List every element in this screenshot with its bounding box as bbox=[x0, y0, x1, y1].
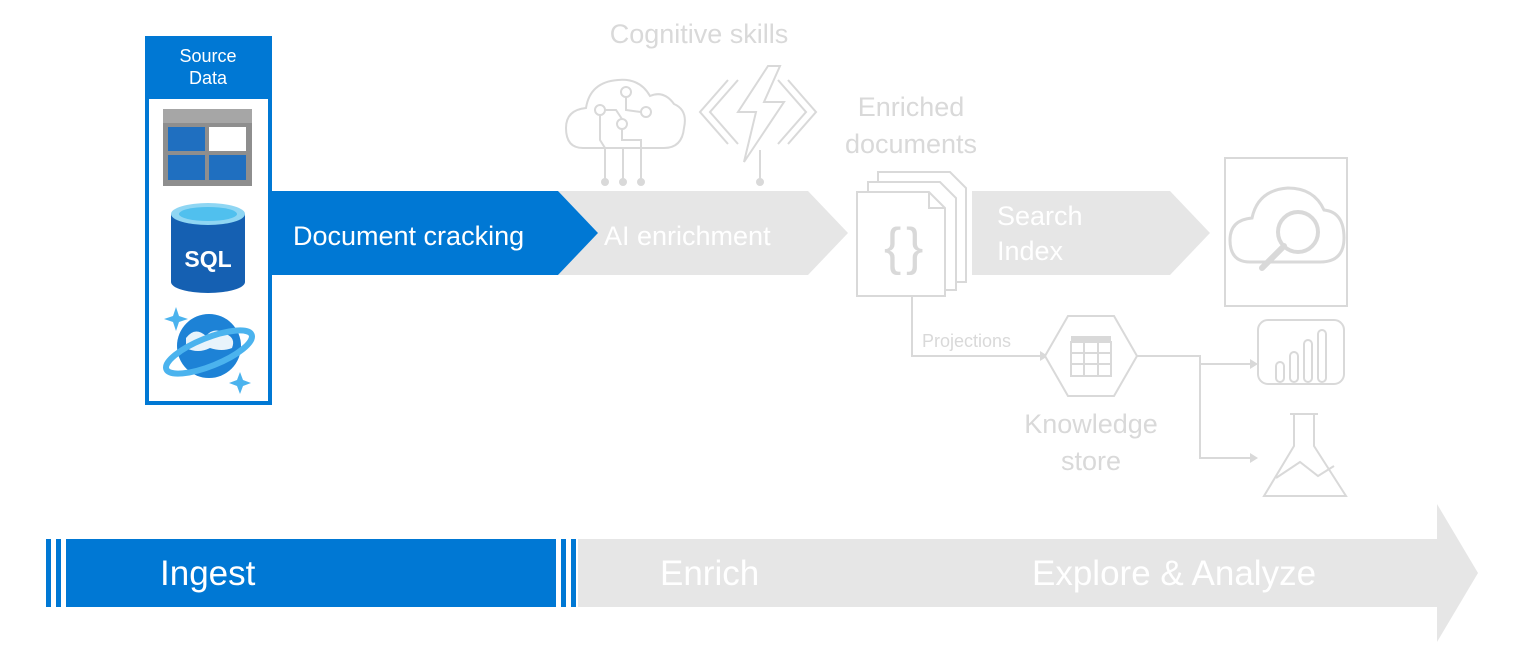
phase-explore-label: Explore & Analyze bbox=[1032, 554, 1316, 593]
enriched-documents-line1: Enriched bbox=[858, 92, 965, 122]
ai-enrichment-label: AI enrichment bbox=[604, 221, 771, 251]
sql-label: SQL bbox=[184, 246, 231, 272]
blob-storage-icon bbox=[163, 109, 252, 186]
projections: Projections bbox=[911, 296, 1048, 361]
phase-divider-stripe-2 bbox=[571, 539, 576, 607]
phase-arrow: Ingest Enrich Explore & Analyze bbox=[46, 504, 1478, 642]
sql-database-icon: SQL bbox=[171, 203, 245, 293]
svg-text:{: { bbox=[884, 218, 901, 276]
phase-ingest-label: Ingest bbox=[160, 554, 256, 593]
document-cracking-label: Document cracking bbox=[293, 221, 524, 251]
cosmos-db-icon bbox=[163, 307, 255, 394]
enriched-documents: Enriched documents { } bbox=[845, 92, 977, 297]
phase-ingest-stripe-left-1 bbox=[46, 539, 51, 607]
machine-learning-flask-icon bbox=[1262, 413, 1348, 497]
power-bi-arrowhead bbox=[1250, 359, 1258, 369]
json-documents-icon: { } bbox=[856, 171, 967, 297]
phase-ingest-band bbox=[66, 539, 556, 607]
enriched-documents-line2: documents bbox=[845, 129, 977, 159]
document-cracking-chevron bbox=[272, 191, 598, 275]
power-bi-icon bbox=[1257, 319, 1345, 385]
projections-label: Projections bbox=[922, 331, 1011, 351]
phase-ingest-stripe-left-2 bbox=[56, 539, 61, 607]
ai-enrichment-chevron bbox=[558, 191, 848, 275]
source-data-title-line1: Source bbox=[179, 46, 236, 66]
phase-enrich-label: Enrich bbox=[660, 554, 759, 593]
ml-arrowhead bbox=[1250, 453, 1258, 463]
projections-connector bbox=[911, 296, 1040, 357]
phase-arrow-enrich-body bbox=[578, 504, 1478, 642]
knowledge-store-line2: store bbox=[1061, 446, 1121, 476]
source-data-header bbox=[147, 38, 270, 99]
search-index-label-line1: Search bbox=[997, 201, 1083, 231]
search-index-label-line2: Index bbox=[997, 236, 1064, 266]
knowledge-store-connector bbox=[1137, 355, 1250, 459]
pipeline: Document cracking AI enrichment Search I… bbox=[272, 191, 1210, 275]
knowledge-store-line1: Knowledge bbox=[1024, 409, 1158, 439]
cognitive-skills-label: Cognitive skills bbox=[610, 19, 789, 49]
source-data-title-line2: Data bbox=[189, 68, 228, 88]
cognitive-services-brain-cloud-icon bbox=[564, 78, 686, 186]
cognitive-skills: Cognitive skills bbox=[564, 19, 818, 186]
phase-divider-stripe-1 bbox=[561, 539, 566, 607]
table-storage-hexagon-icon bbox=[1043, 315, 1139, 397]
azure-functions-icon bbox=[698, 65, 818, 186]
search-cloud-icon bbox=[1224, 157, 1348, 307]
knowledge-store: Knowledge store bbox=[1024, 315, 1258, 476]
source-data-panel: Source Data SQL bbox=[145, 36, 272, 405]
svg-text:}: } bbox=[906, 218, 923, 276]
search-index-chevron bbox=[972, 191, 1210, 275]
